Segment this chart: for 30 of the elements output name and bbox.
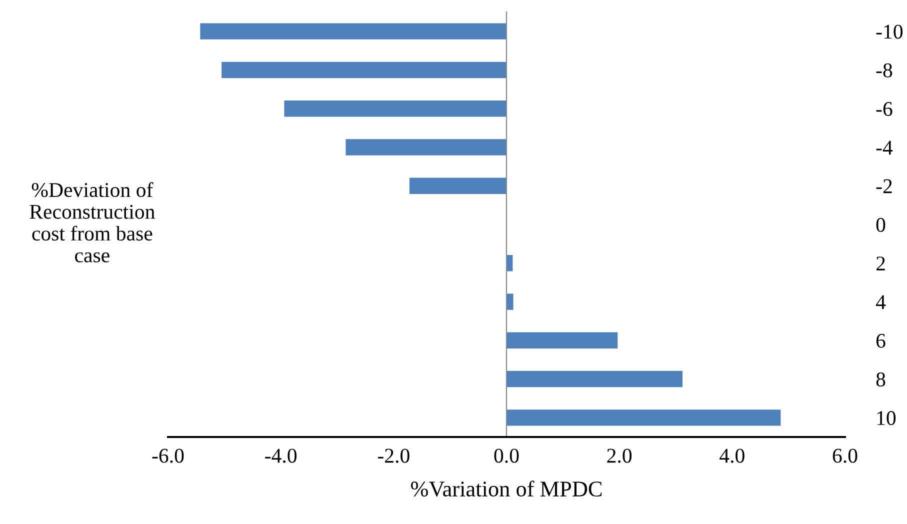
y-tick-label: -4 <box>876 140 893 154</box>
bar <box>506 294 514 310</box>
y-tick-label: -6 <box>876 102 892 116</box>
y-tick-label: -10 <box>876 24 903 39</box>
y-axis-title: %Deviation of Reconstruction cost from base case <box>30 182 155 262</box>
bar <box>506 255 513 272</box>
y-tick-label: 4 <box>876 295 886 309</box>
bar <box>284 100 506 117</box>
bar <box>222 62 506 78</box>
y-tick-label: -8 <box>876 63 892 78</box>
bar <box>409 178 506 194</box>
y-tick-label: 6 <box>876 334 886 348</box>
bar <box>506 370 683 388</box>
x-tick-label: -4.0 <box>265 448 297 463</box>
y-tick-label: 0 <box>876 218 886 232</box>
bar <box>346 139 506 156</box>
x-tick-label: -6.0 <box>152 448 184 463</box>
x-tick-label: -2.0 <box>378 448 410 463</box>
bar <box>200 23 506 40</box>
bar <box>506 332 618 349</box>
x-tick-label: 6.0 <box>832 448 858 463</box>
y-tick-label: 2 <box>876 256 885 270</box>
y-tick-label: 8 <box>876 372 886 386</box>
x-axis-title: %Variation of MPDC <box>410 480 602 497</box>
y-tick-label: -2 <box>876 179 892 194</box>
x-tick-label: 2.0 <box>607 448 632 463</box>
y-tick-label: 10 <box>877 411 896 426</box>
x-tick-label: 0.0 <box>494 448 519 463</box>
bar <box>506 410 781 426</box>
x-tick-label: 4.0 <box>720 448 744 463</box>
